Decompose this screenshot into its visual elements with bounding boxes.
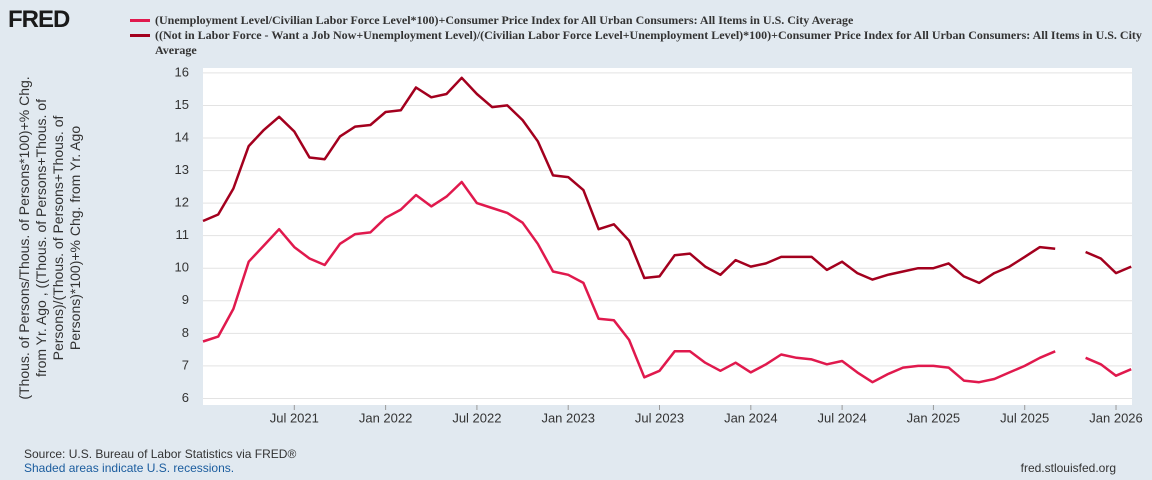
y-tick-label: 8 bbox=[182, 325, 189, 340]
y-axis-label-line: Persons)/(Thous. of Persons+Thous. of bbox=[50, 116, 66, 361]
x-tick-label: Jan 2025 bbox=[907, 410, 961, 425]
y-tick-label: 13 bbox=[175, 162, 189, 177]
y-axis-label-line: from Yr. Ago , ((Thous. of Persons+Thous… bbox=[33, 99, 49, 377]
note: Shaded areas indicate U.S. recessions. bbox=[24, 461, 235, 475]
plot-area bbox=[203, 68, 1132, 405]
legend-label: (Unemployment Level/Civilian Labor Force… bbox=[155, 13, 854, 27]
series-line bbox=[202, 180, 1132, 384]
y-tick-label: 15 bbox=[175, 97, 189, 112]
series-line bbox=[202, 76, 1132, 285]
x-tick-label: Jul 2024 bbox=[818, 410, 867, 425]
x-tick-label: Jul 2021 bbox=[270, 410, 319, 425]
x-tick-label: Jul 2025 bbox=[1000, 410, 1049, 425]
x-tick-label: Jan 2023 bbox=[541, 410, 595, 425]
legend-label: ((Not in Labor Force - Want a Job Now+Un… bbox=[155, 28, 1142, 57]
x-tick-label: Jan 2022 bbox=[359, 410, 413, 425]
y-axis-label-line: Persons)*100)+% Chg. from Yr. Ago bbox=[67, 126, 83, 350]
x-tick-label: Jan 2026 bbox=[1089, 410, 1143, 425]
site: fred.stlouisfed.org bbox=[1020, 461, 1116, 475]
source: Source: U.S. Bureau of Labor Statistics … bbox=[24, 447, 297, 461]
y-tick-label: 10 bbox=[175, 260, 189, 275]
y-axis-label-line: (Thous. of Persons/Thous. of Persons*100… bbox=[16, 76, 32, 399]
y-tick-label: 9 bbox=[182, 292, 189, 307]
x-tick-label: Jul 2023 bbox=[635, 410, 684, 425]
y-tick-label: 12 bbox=[175, 195, 189, 210]
y-axis-label: (Thous. of Persons/Thous. of Persons*100… bbox=[16, 76, 83, 399]
y-tick-label: 16 bbox=[175, 64, 189, 79]
x-tick-label: Jul 2022 bbox=[452, 410, 501, 425]
legend: (Unemployment Level/Civilian Labor Force… bbox=[130, 13, 1152, 58]
legend-swatch bbox=[130, 34, 150, 37]
y-tick-label: 7 bbox=[182, 357, 189, 372]
logo: FRED bbox=[8, 6, 70, 33]
legend-entry: ((Not in Labor Force - Want a Job Now+Un… bbox=[130, 28, 1152, 58]
legend-entry: (Unemployment Level/Civilian Labor Force… bbox=[130, 13, 1152, 28]
x-tick-label: Jan 2024 bbox=[724, 410, 778, 425]
y-tick-label: 11 bbox=[176, 227, 190, 242]
y-tick-label: 14 bbox=[175, 129, 189, 144]
legend-swatch bbox=[130, 19, 150, 22]
y-tick-label: 6 bbox=[182, 390, 189, 405]
